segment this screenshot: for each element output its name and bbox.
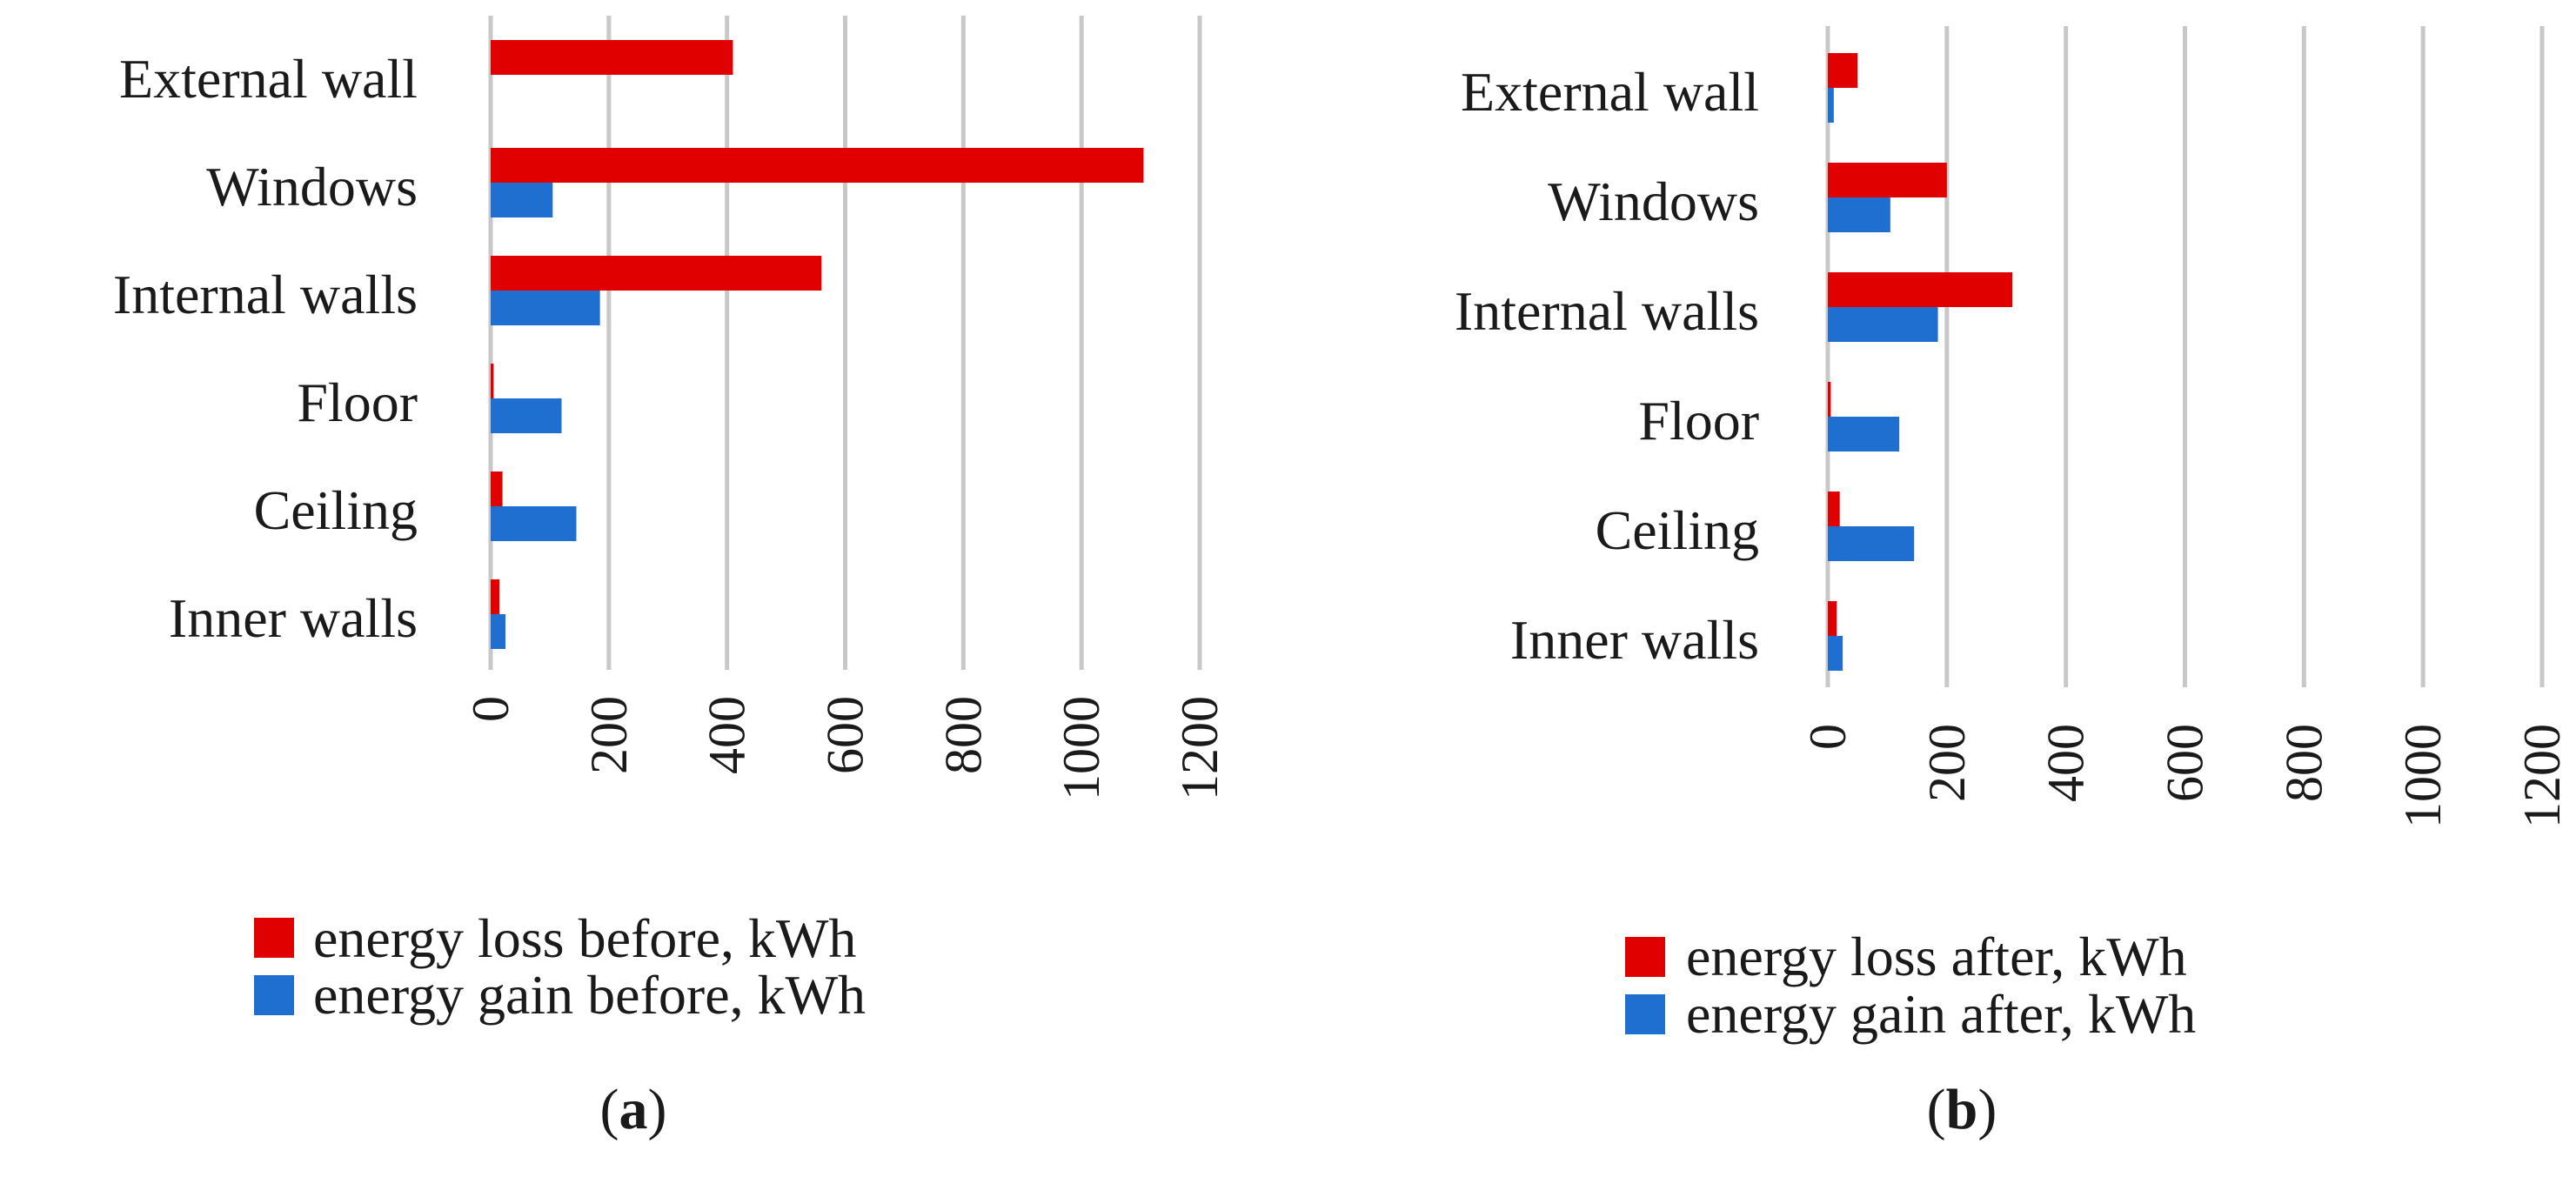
bar-gain-floor <box>491 398 562 433</box>
x-tick-label-600: 600 <box>817 696 874 774</box>
subfigure-label-a: (a) <box>600 1078 667 1141</box>
legend-label-gain-before: energy gain before, kWh <box>313 964 866 1026</box>
category-label-inner-walls: Inner walls <box>169 587 418 649</box>
bar-gain-inner-walls <box>491 614 505 649</box>
category-label-floor: Floor <box>1638 390 1759 451</box>
legend-swatch-gain-after <box>1625 994 1665 1034</box>
category-label-internal-walls: Internal walls <box>113 264 418 325</box>
bar-gain-floor <box>1828 417 1900 451</box>
x-tick-label-200: 200 <box>580 696 638 774</box>
bar-loss-floor <box>491 364 494 398</box>
bar-gain-ceiling <box>491 506 577 541</box>
bar-loss-inner-walls <box>1828 601 1837 636</box>
chart-panel-b: External wall Windows Internal walls Floor C… <box>1455 26 2571 1141</box>
legend-b: energy loss after, kWh energy gain after… <box>1625 926 2196 1045</box>
bar-gain-internal-walls <box>1828 307 1938 342</box>
category-label-inner-walls: Inner walls <box>1510 609 1759 671</box>
x-tick-label-1200: 1200 <box>1171 696 1228 800</box>
x-tick-label-400: 400 <box>2037 724 2095 802</box>
bars-a <box>491 40 1144 649</box>
legend-swatch-loss-after <box>1625 937 1665 977</box>
legend-label-loss-after: energy loss after, kWh <box>1686 926 2187 987</box>
category-label-internal-walls: Internal walls <box>1455 280 1759 342</box>
category-label-external-wall: External wall <box>119 48 418 110</box>
category-label-ceiling: Ceiling <box>254 479 418 541</box>
bar-gain-windows <box>491 183 553 217</box>
bar-loss-inner-walls <box>491 579 500 614</box>
bar-gain-external-wall <box>1828 88 1834 123</box>
x-tick-label-1000: 1000 <box>2394 724 2452 828</box>
legend-label-gain-after: energy gain after, kWh <box>1686 983 2196 1045</box>
bar-gain-ceiling <box>1828 526 1915 561</box>
x-tick-label-0: 0 <box>462 696 519 722</box>
category-label-windows: Windows <box>1548 171 1759 232</box>
bar-loss-internal-walls <box>491 256 822 291</box>
bars-b <box>1828 53 2013 671</box>
subfigure-label-b: (b) <box>1927 1078 1997 1141</box>
x-tick-label-800: 800 <box>934 696 992 774</box>
bar-loss-internal-walls <box>1828 272 2013 307</box>
bar-gain-inner-walls <box>1828 636 1843 671</box>
x-tick-label-200: 200 <box>1918 724 1976 802</box>
x-tick-labels-a: 0 200 400 600 800 1000 1200 <box>462 696 1228 800</box>
x-tick-label-600: 600 <box>2157 724 2214 802</box>
bar-loss-ceiling <box>1828 492 1840 526</box>
category-label-external-wall: External wall <box>1461 61 1759 123</box>
chart-panel-a: External wall Windows Internal walls Floor C… <box>113 16 1228 1141</box>
x-tick-label-1200: 1200 <box>2513 724 2571 828</box>
bar-gain-windows <box>1828 197 1890 232</box>
x-tick-label-800: 800 <box>2275 724 2332 802</box>
category-labels-b: External wall Windows Internal walls Floor C… <box>1455 61 1759 671</box>
gridlines-b <box>1825 26 2545 687</box>
legend-swatch-gain-before <box>254 975 294 1015</box>
category-labels-a: External wall Windows Internal walls Floor C… <box>113 48 418 649</box>
legend-swatch-loss-before <box>254 918 294 958</box>
x-tick-labels-b: 0 200 400 600 800 1000 1200 <box>1799 724 2571 828</box>
bar-loss-external-wall <box>491 40 733 75</box>
bar-loss-windows <box>1828 163 1947 197</box>
legend-a: energy loss before, kWh energy gain befo… <box>254 907 866 1026</box>
category-label-ceiling: Ceiling <box>1596 499 1759 561</box>
bar-loss-ceiling <box>491 471 503 506</box>
bar-loss-floor <box>1828 382 1831 417</box>
x-tick-label-400: 400 <box>699 696 756 774</box>
bar-gain-internal-walls <box>491 291 600 325</box>
x-tick-label-0: 0 <box>1799 724 1857 750</box>
gridlines-a <box>488 16 1202 670</box>
category-label-windows: Windows <box>206 156 418 217</box>
legend-label-loss-before: energy loss before, kWh <box>313 907 856 969</box>
bar-loss-external-wall <box>1828 53 1858 88</box>
category-label-floor: Floor <box>297 371 418 433</box>
bar-loss-windows <box>491 148 1144 183</box>
x-tick-label-1000: 1000 <box>1053 696 1110 800</box>
